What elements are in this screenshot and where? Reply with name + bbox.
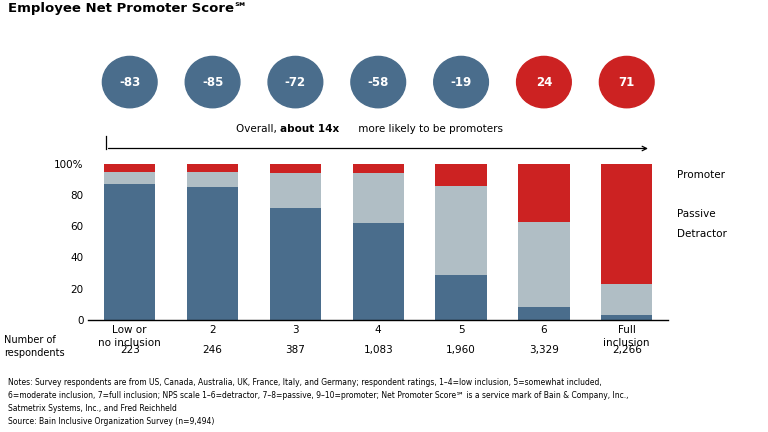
Text: 223: 223 bbox=[120, 345, 140, 355]
Circle shape bbox=[185, 57, 240, 108]
Text: 3,329: 3,329 bbox=[529, 345, 559, 355]
Bar bbox=[104, 172, 155, 184]
Text: Source: Bain Inclusive Organization Survey (n=9,494): Source: Bain Inclusive Organization Surv… bbox=[8, 417, 214, 426]
Circle shape bbox=[268, 57, 323, 108]
Circle shape bbox=[434, 57, 488, 108]
Text: about 14x: about 14x bbox=[280, 124, 339, 134]
Bar bbox=[518, 222, 570, 307]
Text: Notes: Survey respondents are from US, Canada, Australia, UK, France, Italy, and: Notes: Survey respondents are from US, C… bbox=[8, 378, 601, 387]
Bar bbox=[435, 275, 487, 320]
Text: Satmetrix Systems, Inc., and Fred Reichheld: Satmetrix Systems, Inc., and Fred Reichh… bbox=[8, 404, 177, 413]
Bar bbox=[601, 284, 653, 315]
Text: 2,266: 2,266 bbox=[612, 345, 642, 355]
Bar bbox=[435, 164, 487, 186]
Text: 1,083: 1,083 bbox=[363, 345, 393, 355]
Bar bbox=[187, 187, 238, 320]
Text: 24: 24 bbox=[536, 76, 552, 89]
Text: -83: -83 bbox=[119, 76, 141, 89]
Bar bbox=[601, 315, 653, 320]
Text: Number of
respondents: Number of respondents bbox=[4, 335, 65, 358]
Bar bbox=[518, 164, 570, 222]
Circle shape bbox=[102, 57, 157, 108]
Bar bbox=[187, 172, 238, 187]
Bar bbox=[353, 223, 404, 320]
Text: Passive: Passive bbox=[677, 209, 716, 219]
Text: 387: 387 bbox=[286, 345, 306, 355]
Text: -58: -58 bbox=[368, 76, 389, 89]
Circle shape bbox=[517, 57, 571, 108]
Text: 6=moderate inclusion, 7=full inclusion; NPS scale 1–6=detractor, 7–8=passive, 9–: 6=moderate inclusion, 7=full inclusion; … bbox=[8, 391, 628, 400]
Text: 246: 246 bbox=[203, 345, 223, 355]
Bar bbox=[353, 164, 404, 174]
Bar bbox=[353, 174, 404, 223]
Bar bbox=[601, 164, 653, 284]
Bar bbox=[435, 186, 487, 275]
Text: -19: -19 bbox=[451, 76, 472, 89]
Text: 71: 71 bbox=[618, 76, 635, 89]
Text: Overall,: Overall, bbox=[236, 124, 280, 134]
Text: Detractor: Detractor bbox=[677, 229, 727, 239]
Text: -72: -72 bbox=[285, 76, 306, 89]
Bar bbox=[518, 307, 570, 320]
Bar bbox=[270, 208, 321, 320]
Text: -85: -85 bbox=[202, 76, 223, 89]
Bar bbox=[270, 174, 321, 208]
Bar bbox=[104, 164, 155, 172]
Text: more likely to be promoters: more likely to be promoters bbox=[355, 124, 503, 134]
Text: 1,960: 1,960 bbox=[446, 345, 476, 355]
Text: Employee Net Promoter Score℠: Employee Net Promoter Score℠ bbox=[8, 2, 247, 15]
Bar bbox=[104, 184, 155, 320]
Circle shape bbox=[599, 57, 654, 108]
Circle shape bbox=[351, 57, 406, 108]
Bar bbox=[187, 164, 238, 172]
Text: Promoter: Promoter bbox=[677, 170, 725, 180]
Bar bbox=[270, 164, 321, 174]
